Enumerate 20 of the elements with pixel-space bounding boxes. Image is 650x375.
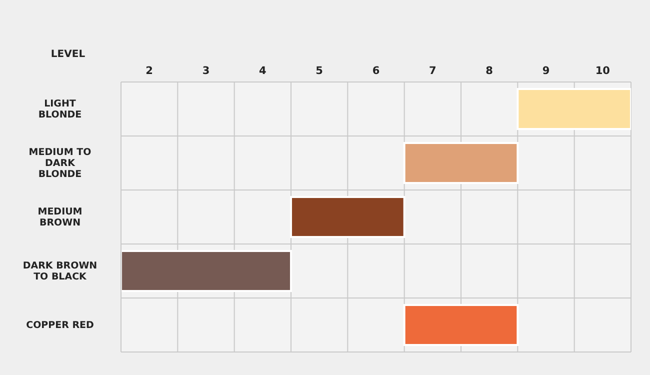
x-tick-label: 2 bbox=[146, 65, 153, 77]
bar bbox=[516, 88, 631, 130]
bar bbox=[121, 250, 292, 292]
y-tick-label: COPPER RED bbox=[26, 320, 94, 330]
x-axis-title: LEVEL bbox=[50, 49, 86, 60]
x-tick-label: 3 bbox=[202, 65, 210, 77]
x-tick-label: 4 bbox=[259, 65, 266, 77]
bar bbox=[290, 196, 406, 238]
y-tick-label: DARK BROWN TO BLACK bbox=[22, 260, 98, 282]
x-tick-label: 7 bbox=[429, 65, 436, 77]
bar bbox=[403, 304, 519, 346]
x-tick-label: 6 bbox=[372, 65, 380, 77]
y-tick-label: LIGHT BLONDE bbox=[38, 98, 82, 120]
x-tick-label: 10 bbox=[595, 65, 610, 77]
x-tick-label: 8 bbox=[486, 65, 493, 77]
x-tick-label: 9 bbox=[542, 65, 550, 77]
y-tick-label: MEDIUM BROWN bbox=[38, 206, 82, 228]
bar bbox=[403, 142, 519, 184]
y-tick-label: MEDIUM TO DARK BLONDE bbox=[28, 146, 92, 180]
x-tick-label: 5 bbox=[316, 65, 323, 77]
